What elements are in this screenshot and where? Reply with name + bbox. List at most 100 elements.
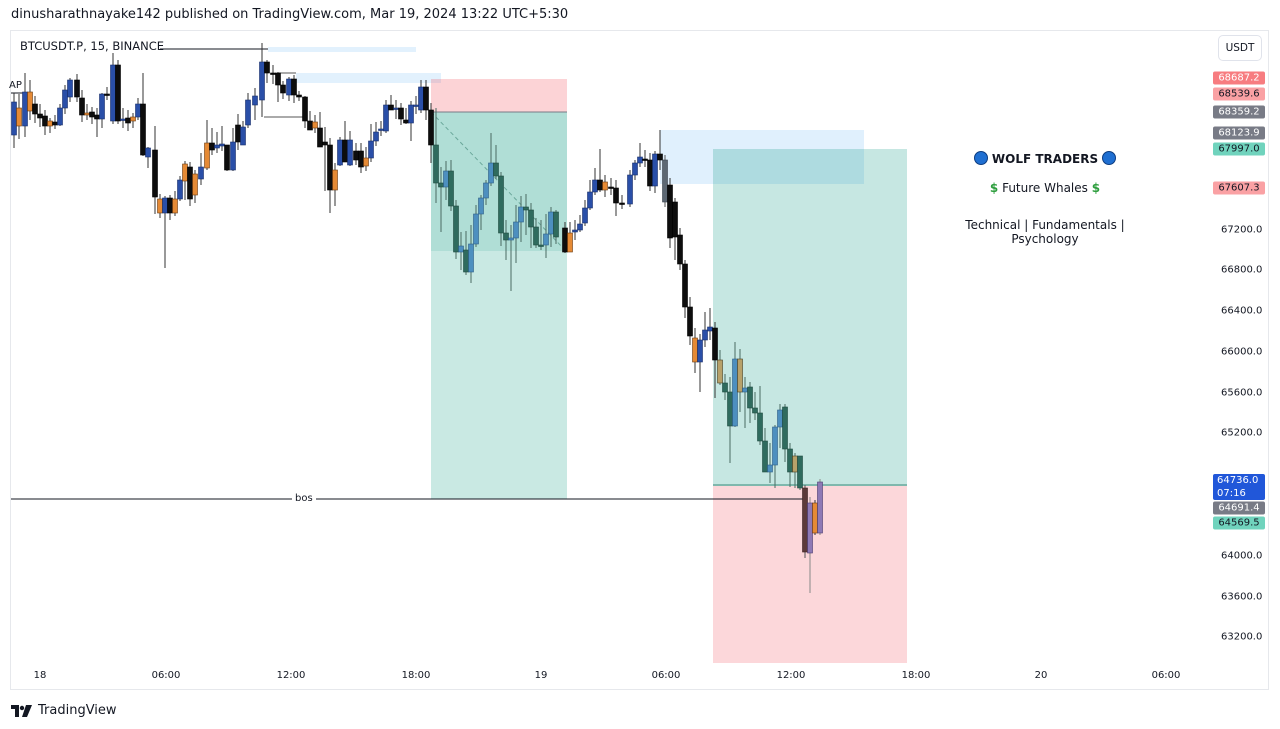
candle	[52, 121, 58, 126]
candle	[204, 142, 210, 169]
symbol-label[interactable]: BTCUSDT.P, 15, BINANCE	[20, 39, 164, 53]
candle	[782, 406, 788, 450]
candle	[702, 329, 708, 341]
candle	[448, 170, 454, 207]
blue-circle-icon	[1102, 151, 1117, 165]
candle	[162, 197, 168, 214]
candle	[523, 206, 529, 211]
chart-frame	[10, 30, 1269, 690]
candle	[57, 107, 63, 126]
candle	[742, 387, 748, 393]
price-tick: 65600.0	[1221, 387, 1263, 399]
candle	[408, 104, 414, 124]
time-tick: 06:00	[1151, 670, 1181, 681]
time-tick: 06:00	[651, 670, 681, 681]
candle	[296, 94, 302, 98]
candle	[393, 107, 399, 110]
candle	[508, 237, 514, 241]
time-tick: 12:00	[776, 670, 806, 681]
candle	[145, 147, 151, 158]
candle	[513, 221, 519, 239]
time-tick: 12:00	[276, 670, 306, 681]
candle	[602, 181, 608, 191]
candle	[286, 78, 292, 96]
candle	[428, 109, 434, 146]
supply-zone-3[interactable]	[660, 130, 864, 184]
tradingview-brand[interactable]: TradingView	[11, 703, 117, 718]
candle	[120, 118, 126, 121]
candle	[11, 101, 17, 136]
candle	[280, 84, 286, 94]
time-tick: 18:00	[901, 670, 931, 681]
price-tick: 66800.0	[1221, 264, 1263, 276]
candle	[458, 245, 464, 253]
candle	[587, 191, 593, 209]
candle	[110, 64, 116, 122]
long-position-2-target[interactable]	[713, 149, 907, 486]
candle	[322, 141, 328, 146]
candle	[757, 412, 763, 442]
candle	[27, 91, 33, 112]
candle	[42, 115, 48, 127]
candle	[548, 211, 554, 235]
candle	[747, 386, 753, 409]
candle	[79, 97, 85, 116]
candle	[473, 213, 479, 245]
candle	[125, 117, 131, 124]
blue-circle-icon	[973, 151, 988, 165]
candle	[503, 232, 509, 241]
supply-zone-1[interactable]	[268, 47, 416, 52]
candle	[363, 157, 369, 167]
price-tag: 64736.0 07:16	[1213, 474, 1265, 500]
supply-zone-2[interactable]	[296, 73, 441, 83]
candle	[378, 128, 384, 131]
watermark-tagline: Technical | Fundamentals | Psychology	[965, 218, 1125, 246]
candle	[230, 141, 236, 171]
time-tick: 18:00	[401, 670, 431, 681]
candle	[182, 163, 188, 182]
candle	[797, 455, 803, 489]
currency-button[interactable]: USDT	[1218, 35, 1262, 61]
candle	[438, 182, 444, 188]
candle	[538, 244, 544, 247]
price-tick: 66000.0	[1221, 346, 1263, 358]
candle	[275, 72, 281, 86]
candle	[104, 93, 110, 96]
candle	[99, 93, 105, 120]
long-position-1-stop[interactable]	[431, 79, 567, 112]
price-tag: 64569.5	[1213, 516, 1265, 530]
candle	[468, 243, 474, 273]
candle	[717, 359, 723, 384]
price-tag: 64691.4	[1213, 501, 1265, 515]
candle	[358, 150, 364, 168]
candle	[198, 166, 204, 180]
trend-dashed-line	[430, 111, 568, 253]
candle	[368, 140, 374, 159]
candle	[245, 99, 251, 126]
candle	[697, 339, 703, 363]
candle	[632, 162, 638, 176]
candle	[577, 223, 583, 231]
candle	[167, 197, 173, 214]
candle	[518, 206, 524, 223]
price-tick: 67200.0	[1221, 224, 1263, 236]
candle	[642, 158, 648, 161]
candle	[582, 207, 588, 224]
candle	[74, 79, 80, 98]
candle	[264, 61, 270, 74]
candle	[398, 107, 404, 120]
candle	[240, 126, 246, 146]
candle	[37, 113, 43, 119]
candle	[572, 229, 578, 233]
candle	[637, 156, 643, 164]
candle	[792, 455, 798, 473]
candle	[453, 205, 459, 253]
candle	[727, 391, 733, 427]
candle	[707, 326, 713, 332]
price-tag: 68539.6	[1213, 87, 1265, 101]
price-tick: 63200.0	[1221, 631, 1263, 643]
candle	[130, 116, 136, 122]
price-tick: 66400.0	[1221, 305, 1263, 317]
candle	[562, 227, 568, 253]
